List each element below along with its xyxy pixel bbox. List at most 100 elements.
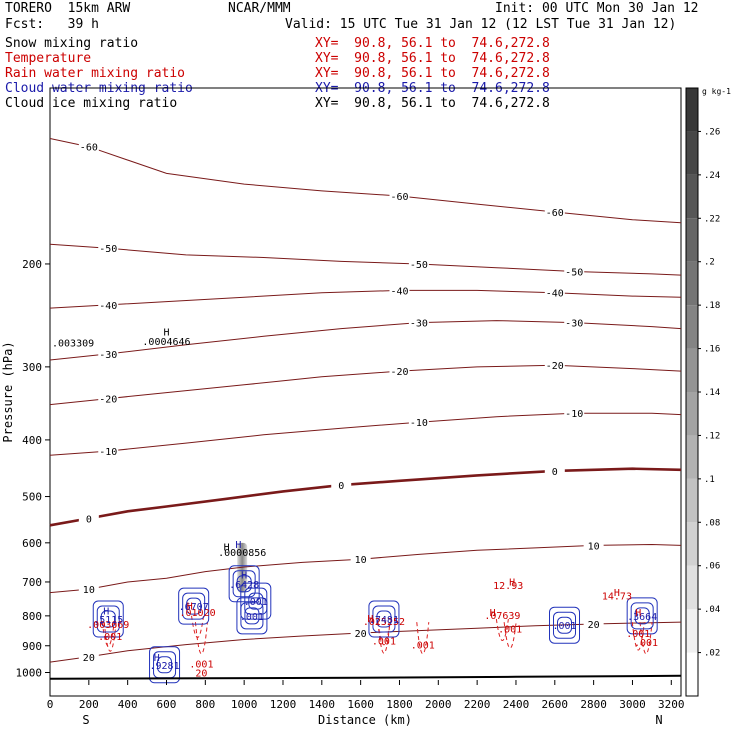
valid-time: Valid: 15 UTC Tue 31 Jan 12 (12 LST Tue … <box>285 17 677 32</box>
x-axis-label: Distance (km) <box>318 713 412 727</box>
isotherm-label-bg-20-2 <box>583 617 604 629</box>
ice-label-2: .0000856 <box>218 548 266 559</box>
isotherm-label-bg--40-2 <box>544 286 565 298</box>
max-marker-7: H <box>614 588 620 599</box>
colorbar-tick-label-6: .14 <box>704 388 720 398</box>
isotherm-label--50-1: -50 <box>410 260 428 271</box>
cloud-label-5: .7481 <box>369 615 399 626</box>
colorbar-tick-label-11: .24 <box>704 171 720 181</box>
rain-label-8: .001 <box>498 625 522 636</box>
isotherm-label-20-0: 20 <box>83 653 95 664</box>
isotherm-label--60-2: -60 <box>546 208 564 219</box>
isotherm-label-bg--60-1 <box>389 189 410 201</box>
colorbar-cell-11 <box>686 174 698 219</box>
isotherm-label-bg-0-1 <box>331 479 352 491</box>
x-tick-label-1000: 1000 <box>231 698 258 711</box>
end-label-left: S <box>82 713 89 727</box>
cloud-contour-0-0 <box>92 600 124 638</box>
isotherm-label-0-0: 0 <box>86 514 92 525</box>
isotherm-label-20-2: 20 <box>588 620 600 631</box>
y-tick-label-300: 300 <box>22 361 42 374</box>
colorbar-cell-13 <box>686 88 698 132</box>
cloud-contour-3-0 <box>236 597 268 635</box>
cloud-contour-6-0 <box>549 606 581 644</box>
y-axis-label: Pressure (hPa) <box>1 341 15 442</box>
cloud-contour-1-0 <box>178 587 210 625</box>
isotherm-label-bg--50-1 <box>408 257 429 269</box>
isotherm-label-bg-20-1 <box>350 627 371 639</box>
isotherm--10 <box>49 412 682 456</box>
colorbar-cell-4 <box>686 478 698 523</box>
field-rain-xy: XY= 90.8, 56.1 to 74.6,272.8 <box>315 66 550 81</box>
max-marker-6: H <box>509 578 515 589</box>
cloud-contour-2-1 <box>232 570 256 598</box>
cloud-contour-0-2 <box>100 610 116 628</box>
field-ice-xy: XY= 90.8, 56.1 to 74.6,272.8 <box>315 96 550 111</box>
isotherm-label-0-2: 0 <box>552 467 558 478</box>
rain-label-6: .001 <box>411 641 435 652</box>
rain-label-10: 14.73 <box>602 591 632 602</box>
max-marker-0: H <box>163 327 169 338</box>
y-tick-label-500: 500 <box>22 491 42 504</box>
cloud-contour-4-0 <box>240 582 272 620</box>
isotherm-label--50-0: -50 <box>99 244 117 255</box>
field-snow-xy: XY= 90.8, 56.1 to 74.6,272.8 <box>315 36 550 51</box>
cloud-contour-7-1 <box>630 602 654 630</box>
field-temp-xy: XY= 90.8, 56.1 to 74.6,272.8 <box>315 51 550 66</box>
max-marker-11: H <box>154 653 160 664</box>
isotherm-label-bg--60-0 <box>78 140 99 152</box>
field-ice-name: Cloud ice mixing ratio <box>5 96 178 111</box>
colorbar-tick-label-5: .12 <box>704 431 720 441</box>
isotherm-label--10-2: -10 <box>565 409 583 420</box>
colorbar-cell-2 <box>686 565 698 610</box>
isotherm-label-bg--10-1 <box>408 416 429 428</box>
cloud-label-7: .3664 <box>627 612 657 623</box>
init-time: Init: 00 UTC Mon 30 Jan 12 <box>495 1 699 16</box>
isotherm--50 <box>49 243 682 276</box>
colorbar-tick-label-12: .26 <box>704 127 720 137</box>
colorbar-cell-9 <box>686 261 698 306</box>
isotherm-label--30-0: -30 <box>99 350 117 361</box>
x-tick-label-600: 600 <box>157 698 177 711</box>
rain-label-7: .07639 <box>484 611 520 622</box>
cloud-contour-4-1 <box>244 587 268 615</box>
max-marker-4: H <box>103 606 109 617</box>
field-temp-name: Temperature <box>5 51 92 66</box>
terrain-line <box>49 674 682 680</box>
center-label: NCAR/MMM <box>228 1 291 16</box>
rain-label-2: .01020 <box>179 608 215 619</box>
isotherm-label--50-2: -50 <box>565 267 583 278</box>
x-tick-label-2400: 2400 <box>503 698 530 711</box>
cloud-contour-0-1 <box>96 605 120 633</box>
cloud-label-4: .001 <box>244 597 268 608</box>
isotherm-label-10-1: 10 <box>355 555 367 566</box>
isotherm-label--30-2: -30 <box>565 319 583 330</box>
isotherm-label--40-2: -40 <box>546 289 564 300</box>
y-tick-label-700: 700 <box>22 576 42 589</box>
field-rain-name: Rain water mixing ratio <box>5 66 186 81</box>
x-tick-label-2200: 2200 <box>464 698 491 711</box>
isotherm-label--60-0: -60 <box>80 143 98 154</box>
colorbar-tick-label-7: .16 <box>704 345 720 355</box>
isotherm-label--20-1: -20 <box>390 367 408 378</box>
y-tick-label-600: 600 <box>22 537 42 550</box>
cloud-label-6: .001 <box>552 621 576 632</box>
rain-label-5: .001 <box>372 636 396 647</box>
max-marker-8: H <box>367 614 373 625</box>
isotherm-label--60-1: -60 <box>390 192 408 203</box>
rain-contour-8 <box>503 622 517 649</box>
isotherm--20 <box>49 364 682 406</box>
isotherm-label-bg--60-2 <box>544 206 565 218</box>
isotherm-label-bg--50-0 <box>98 242 119 254</box>
cloud-contour-7-2 <box>634 607 650 625</box>
x-tick-label-2000: 2000 <box>425 698 452 711</box>
rain-contour-5 <box>377 622 391 654</box>
cloud-label-3: .001 <box>240 612 264 623</box>
max-marker-2: H <box>235 540 241 551</box>
max-marker-5: H <box>187 601 193 612</box>
y-tick-label-200: 200 <box>22 258 42 271</box>
isotherm-label--40-0: -40 <box>99 301 117 312</box>
isotherm--40 <box>49 289 682 309</box>
forecast-hour: Fcst: 39 h <box>5 17 99 32</box>
x-tick-label-1600: 1600 <box>347 698 374 711</box>
